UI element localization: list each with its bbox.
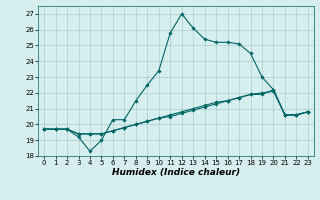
X-axis label: Humidex (Indice chaleur): Humidex (Indice chaleur) <box>112 168 240 177</box>
